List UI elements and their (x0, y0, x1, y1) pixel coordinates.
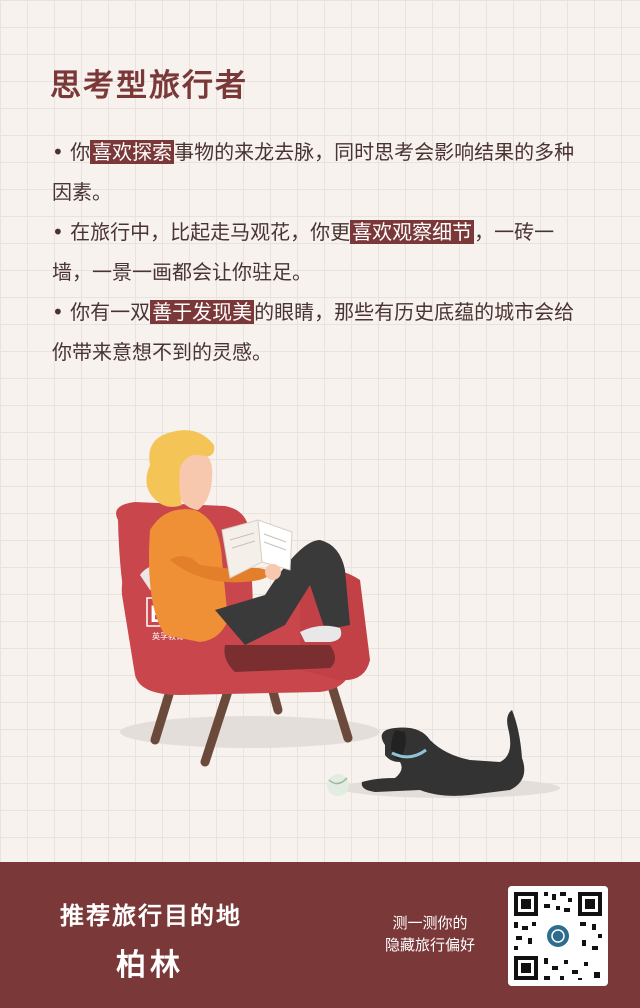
ef-logo-subtext: 英孚教育 (152, 631, 184, 641)
highlight-text: 喜欢探索 (90, 140, 175, 164)
description-item: • 你喜欢探索 事物的来龙去脉，同时思考会影响结果的多种因素。 (52, 132, 592, 212)
quiz-prompt: 测一测你的 隐藏旅行偏好 (370, 912, 490, 956)
destination-heading: 推荐旅行目的地 (60, 902, 242, 930)
highlight-text: 喜欢观察细节 (350, 220, 475, 244)
bullet-mark: • (52, 300, 64, 324)
description-item: • 在旅行中，比起走马观花，你更 喜欢观察细节 ，一砖一墙，一景一画都会让你驻足。 (52, 212, 592, 292)
highlight-text: 善于发现美 (150, 300, 255, 324)
person-arm (170, 556, 270, 583)
description-text: 你 (70, 140, 91, 164)
description-text: 在旅行中，比起走马观花，你更 (70, 220, 351, 244)
person-head (146, 430, 215, 510)
description-text: 的眼睛，那些有历史底蕴的城市会给你带来意想不到的灵感。 (52, 300, 575, 364)
destination-city: 柏林 (116, 948, 184, 983)
reader-illustration: EF 英孚教育 (116, 430, 560, 798)
dog (361, 710, 525, 796)
quiz-prompt-line: 测一测你的 (392, 914, 468, 932)
toy-ball (327, 774, 349, 796)
bullet-mark: • (52, 220, 64, 244)
person-shoe (300, 625, 342, 642)
quiz-prompt-line: 隐藏旅行偏好 (384, 936, 475, 954)
bullet-mark: • (52, 140, 64, 164)
qr-code[interactable] (508, 886, 608, 986)
person-hand (265, 564, 281, 580)
book (221, 519, 293, 579)
person-torso (149, 509, 228, 642)
description-list: • 你喜欢探索 事物的来龙去脉，同时思考会影响结果的多种因素。 • 在旅行中，比起… (52, 132, 592, 372)
description-text: 事物的来龙去脉，同时思考会影响结果的多种因素。 (52, 140, 575, 204)
description-text: ，一砖一墙，一景一画都会让你驻足。 (52, 220, 555, 284)
description-item: • 你有一双 善于发现美 的眼睛，那些有历史底蕴的城市会给你带来意想不到的灵感。 (52, 292, 592, 372)
floor-shadow (120, 716, 380, 748)
page-title: 思考型旅行者 (50, 68, 248, 104)
person-legs (215, 540, 350, 645)
dog-collar (391, 748, 427, 759)
description-text: 你有一双 (70, 300, 151, 324)
